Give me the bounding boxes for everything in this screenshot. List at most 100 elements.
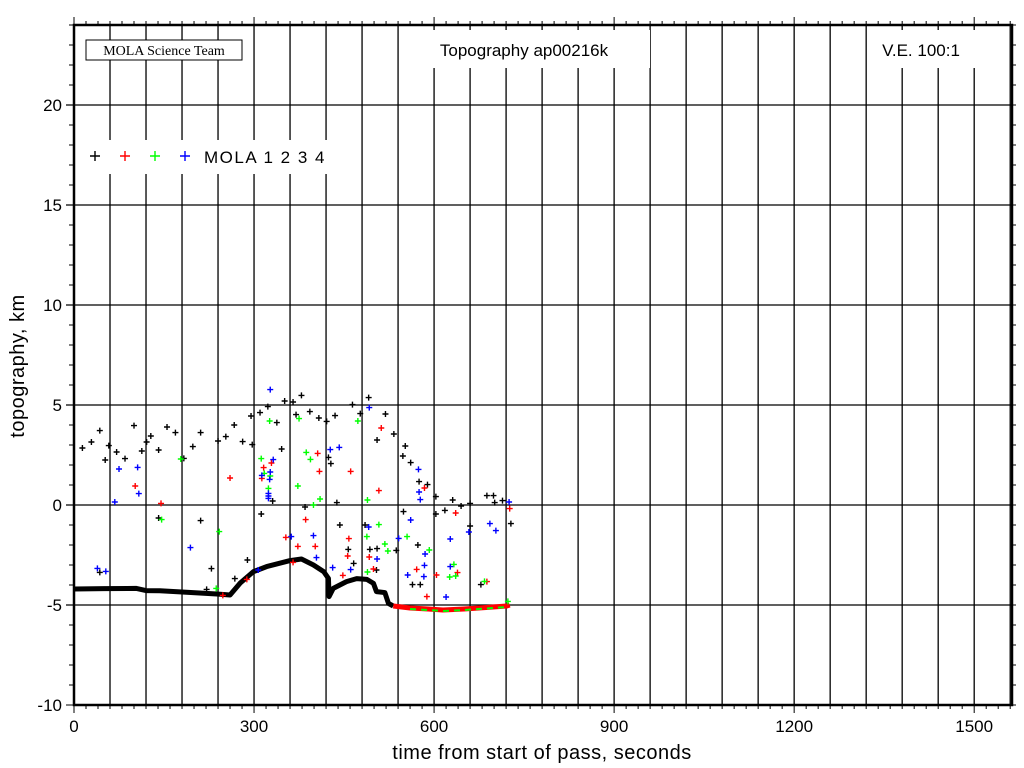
point-mola-3 [504, 598, 511, 605]
point-mola-1 [332, 412, 339, 419]
point-mola-2 [454, 569, 461, 576]
legend-marker-1 [90, 151, 100, 161]
point-mola-2 [316, 468, 323, 475]
point-mola-1 [172, 429, 179, 436]
point-mola-4 [374, 556, 381, 562]
vertical-exaggeration: V.E. 100:1 [882, 41, 960, 60]
point-mola-1 [248, 413, 255, 419]
point-mola-3 [481, 578, 488, 585]
point-mola-1 [79, 445, 86, 451]
legend-marks [90, 151, 190, 161]
point-mola-4 [420, 573, 427, 580]
point-mola-2 [413, 566, 420, 573]
point-mola-1 [400, 508, 407, 515]
point-mola-1 [399, 453, 406, 459]
point-mola-1 [366, 546, 373, 553]
point-mola-1 [499, 497, 506, 504]
y-axis-label: topography, km [7, 294, 29, 437]
point-mola-4 [447, 536, 454, 542]
point-mola-1 [155, 515, 162, 521]
point-mola-3 [216, 528, 223, 535]
point-mola-3 [384, 548, 391, 554]
point-mola-4 [270, 456, 277, 463]
point-mola-1 [477, 581, 484, 588]
point-mola-3 [317, 496, 324, 502]
point-mola-3 [258, 455, 265, 462]
point-mola-2 [506, 505, 513, 512]
point-mola-1 [147, 433, 154, 439]
point-mola-3 [307, 456, 314, 463]
x-tick-label: 600 [420, 717, 448, 736]
point-mola-1 [491, 499, 498, 506]
point-mola-1 [327, 460, 334, 467]
point-mola-1 [362, 522, 369, 528]
point-mola-1 [298, 392, 305, 399]
point-mola-1 [155, 447, 162, 453]
point-mola-4 [288, 533, 295, 540]
point-mola-1 [393, 547, 400, 554]
point-mola-4 [94, 565, 101, 572]
point-mola-3 [364, 497, 371, 503]
point-mola-1 [222, 433, 229, 440]
point-mola-4 [329, 564, 336, 571]
point-mola-1 [269, 498, 276, 504]
point-mola-4 [111, 499, 118, 505]
point-mola-4 [465, 529, 472, 535]
point-mola-3 [450, 561, 457, 568]
point-mola-4 [255, 567, 262, 573]
legend-marker-2 [120, 151, 130, 161]
point-mola-1 [249, 441, 256, 448]
x-tick-label: 0 [69, 717, 78, 736]
x-tick-label: 300 [240, 717, 268, 736]
annotation-boxes: MOLA Science Team Topography ap00216k V.… [80, 30, 980, 174]
point-mola-1 [88, 439, 95, 445]
ground-profile-line [73, 556, 395, 609]
point-mola-4 [506, 499, 513, 505]
point-mola-4 [366, 404, 373, 411]
point-mola-2 [375, 487, 382, 494]
ground-tail-line-green [410, 606, 507, 613]
point-mola-1 [131, 422, 138, 429]
point-mola-1 [257, 409, 264, 416]
point-mola-3 [452, 573, 459, 579]
point-mola-2 [294, 543, 301, 550]
y-tick-label: -5 [47, 596, 62, 615]
point-mola-2 [268, 460, 275, 466]
point-mola-3 [213, 585, 220, 592]
point-mola-4 [102, 568, 109, 575]
point-mola-1 [281, 398, 288, 404]
point-mola-2 [344, 553, 351, 559]
point-mola-4 [187, 544, 194, 551]
point-mola-4 [266, 476, 273, 483]
y-tick-label: 0 [53, 496, 62, 515]
point-mola-1 [293, 411, 300, 418]
point-mola-2 [339, 572, 346, 579]
point-mola-2 [312, 543, 319, 550]
grid [66, 25, 1012, 705]
point-mola-1 [203, 586, 210, 593]
point-mola-1 [407, 459, 414, 466]
point-mola-2 [378, 425, 385, 431]
point-mola-1 [244, 557, 251, 563]
legend-marker-4 [180, 151, 190, 161]
point-mola-1 [449, 497, 456, 503]
point-mola-1 [424, 481, 431, 488]
point-mola-1 [467, 523, 474, 529]
point-mola-2 [366, 554, 373, 560]
point-mola-2 [219, 592, 226, 599]
ground-profile [73, 556, 511, 613]
point-mola-1 [231, 422, 238, 428]
point-mola-1 [164, 424, 171, 430]
point-mola-4 [492, 527, 499, 534]
point-mola-1 [417, 581, 424, 588]
y-tick-label: 15 [43, 196, 62, 215]
point-mola-1 [390, 431, 397, 437]
point-mola-2 [423, 593, 430, 600]
point-mola-1 [215, 438, 222, 444]
point-mola-1 [323, 418, 330, 425]
point-mola-1 [382, 411, 389, 417]
legend-marker-3 [150, 151, 160, 161]
point-mola-3 [381, 541, 388, 547]
point-mola-1 [96, 427, 103, 434]
point-mola-4 [365, 524, 372, 530]
